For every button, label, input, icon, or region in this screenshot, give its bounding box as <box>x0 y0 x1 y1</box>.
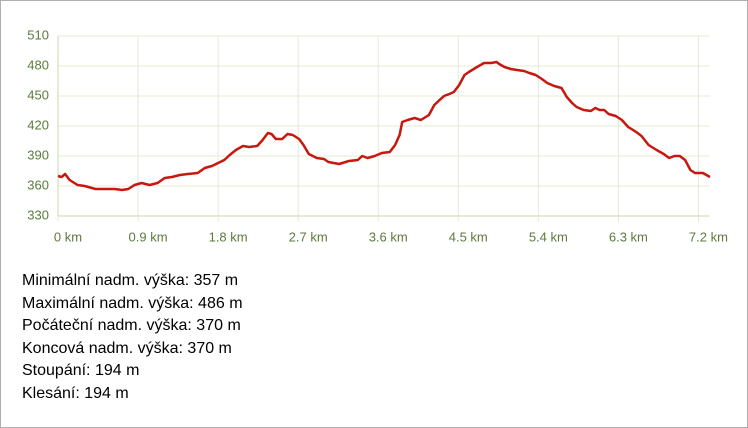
x-tick-label: 6.3 km <box>609 229 648 244</box>
elevation-line <box>57 60 711 192</box>
stat-line: Koncová nadm. výška: 370 m <box>22 339 232 357</box>
y-tick-label: 510 <box>27 27 49 42</box>
y-tick-label: 450 <box>27 87 49 102</box>
stat-line: Maximální nadm. výška: 486 m <box>22 294 243 312</box>
stat-line: Minimální nadm. výška: 357 m <box>22 272 239 289</box>
x-tick-label: 3.6 km <box>369 229 408 244</box>
y-tick-label: 480 <box>27 57 49 72</box>
x-tick-label: 1.8 km <box>209 229 248 244</box>
x-tick-label: 2.7 km <box>289 229 328 244</box>
x-tick-label: 7.2 km <box>689 229 728 244</box>
x-tick-label: 4.5 km <box>449 229 488 244</box>
y-tick-label: 330 <box>27 207 49 222</box>
y-tick-label: 420 <box>27 117 49 132</box>
stat-line: Počáteční nadm. výška: 370 m <box>22 317 241 335</box>
x-tick-label: 0.9 km <box>129 229 168 244</box>
x-tick-label: 5.4 km <box>529 229 568 244</box>
chart: 330 360 390 420 450 480 510 0 km 0.9 km 1.8 km 2.7… <box>27 27 728 244</box>
stat-line: Stoupání: 194 m <box>22 362 140 380</box>
stats: Minimální nadm. výška: 357 m Maximální na… <box>22 270 243 406</box>
y-tick-label: 390 <box>27 147 49 162</box>
stat-line: Klesání: 194 m <box>22 384 129 402</box>
x-tick-label: 0 km <box>54 229 82 244</box>
y-tick-label: 360 <box>27 177 49 192</box>
